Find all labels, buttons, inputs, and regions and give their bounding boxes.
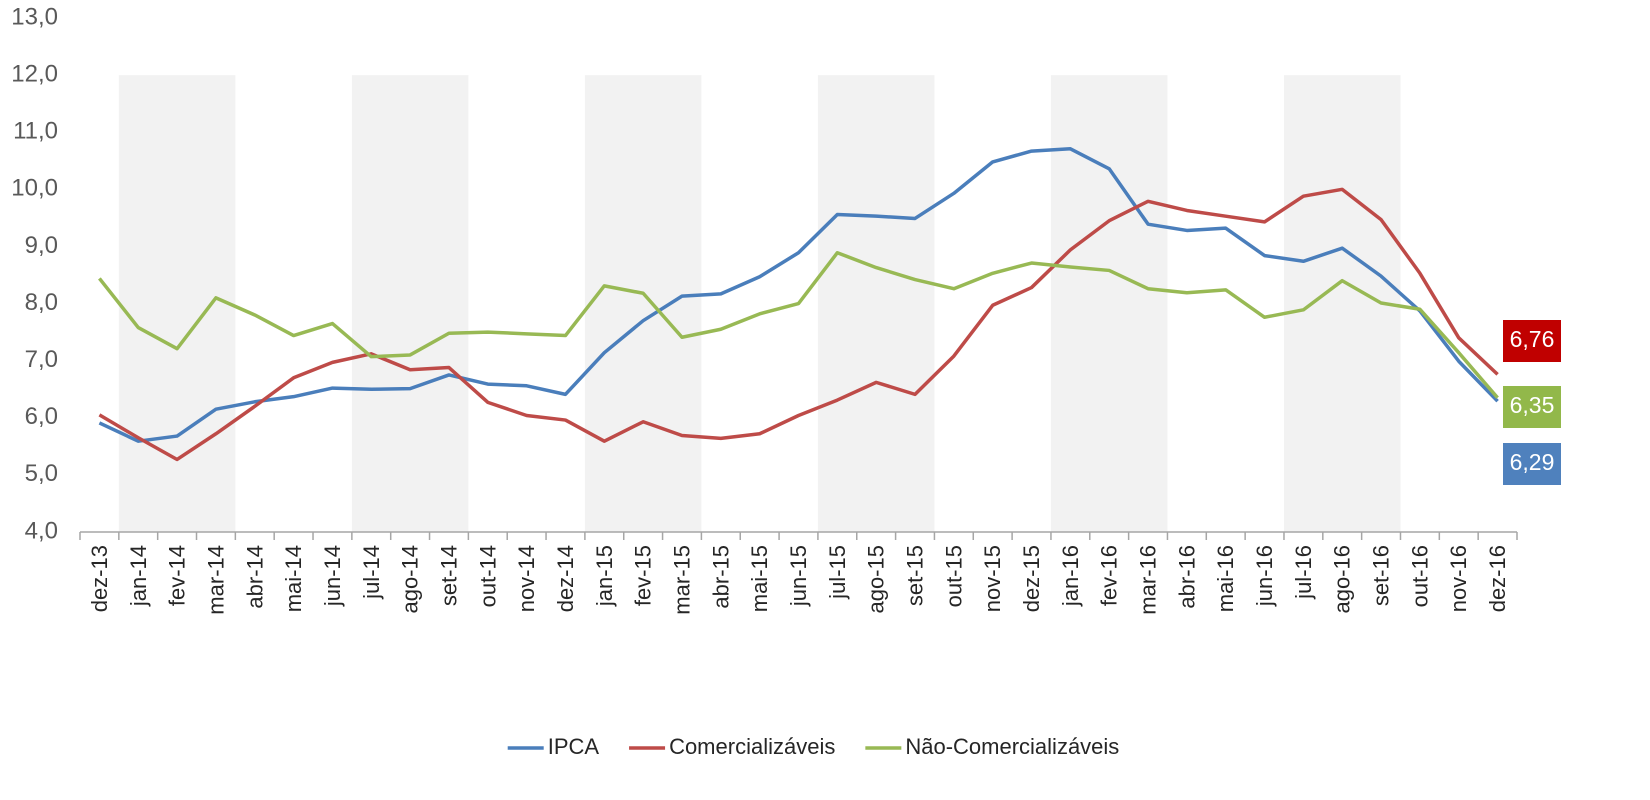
x-tick-label: fev-16 <box>1097 545 1122 606</box>
x-tick-label: mar-16 <box>1136 545 1161 615</box>
x-tick-label: jan-15 <box>592 545 617 607</box>
legend-label: Não-Comercializáveis <box>905 734 1119 759</box>
series-line <box>98 147 1499 443</box>
shade-band <box>118 75 236 532</box>
x-tick-label: jun-16 <box>1252 545 1277 607</box>
x-tick-label: dez-16 <box>1485 545 1510 612</box>
x-tick-label: jun-14 <box>320 545 345 607</box>
y-tick-label: 9,0 <box>25 232 58 259</box>
y-tick-label: 13,0 <box>11 3 58 30</box>
x-tick-label: abr-16 <box>1174 545 1199 609</box>
y-tick-label: 11,0 <box>13 118 58 145</box>
x-tick-label: nov-16 <box>1446 545 1471 612</box>
x-tick-label: set-15 <box>903 545 928 606</box>
y-tick-label: 5,0 <box>25 460 58 487</box>
end-label-box <box>1503 443 1561 485</box>
x-tick-label: ago-15 <box>864 545 889 614</box>
legend-label: IPCA <box>548 734 600 759</box>
x-tick-label: nov-15 <box>980 545 1005 612</box>
x-tick-label: mar-15 <box>669 545 694 615</box>
end-label: 6,76 <box>1510 326 1555 352</box>
x-tick-label: ago-14 <box>398 545 423 614</box>
x-tick-label: jan-16 <box>1058 545 1083 607</box>
y-tick-label: 7,0 <box>25 346 58 373</box>
x-tick-label: nov-14 <box>514 545 539 612</box>
x-tick-label: fev-15 <box>631 545 656 606</box>
series-line <box>98 187 1499 462</box>
y-tick-label: 6,0 <box>25 403 58 430</box>
x-tick-label: dez-13 <box>87 545 112 612</box>
x-tick-label: set-14 <box>436 545 461 606</box>
legend-label: Comercializáveis <box>669 734 835 759</box>
end-label-box <box>1503 320 1561 362</box>
x-tick-label: dez-15 <box>1019 545 1044 612</box>
x-tick-label: jul-15 <box>825 545 850 600</box>
end-label: 6,29 <box>1510 449 1555 475</box>
x-tick-label: jan-14 <box>126 545 151 607</box>
x-tick-label: out-15 <box>941 545 966 607</box>
x-tick-label: set-16 <box>1369 545 1394 606</box>
y-tick-label: 8,0 <box>25 289 58 316</box>
y-tick-label: 12,0 <box>11 60 58 87</box>
legend: IPCA Comercializáveis Não-Comercializáveis <box>507 734 1119 759</box>
x-tick-label: mai-15 <box>747 545 772 612</box>
shade-band <box>1050 75 1168 532</box>
x-tick-label: mai-14 <box>281 545 306 612</box>
x-tick-label: out-14 <box>475 545 500 607</box>
shade-band <box>817 75 935 532</box>
y-tick-label: 10,0 <box>11 175 58 202</box>
x-tick-label: jul-16 <box>1291 545 1316 600</box>
shade-band <box>351 75 469 532</box>
x-tick-label: abr-15 <box>708 545 733 609</box>
series-line <box>98 250 1499 399</box>
x-tick-label: mai-16 <box>1213 545 1238 612</box>
shade-band <box>584 75 702 532</box>
end-label: 6,35 <box>1510 392 1555 418</box>
x-tick-label: jun-15 <box>786 545 811 607</box>
x-tick-label: jul-14 <box>359 545 384 600</box>
x-tick-label: mar-14 <box>203 545 228 615</box>
x-tick-label: dez-14 <box>553 545 578 612</box>
x-tick-label: fev-14 <box>165 545 190 606</box>
x-tick-label: abr-14 <box>242 545 267 609</box>
end-label-box <box>1503 386 1561 428</box>
y-tick-label: 4,0 <box>25 517 58 544</box>
x-tick-label: out-16 <box>1407 545 1432 607</box>
x-tick-label: ago-16 <box>1330 545 1355 614</box>
